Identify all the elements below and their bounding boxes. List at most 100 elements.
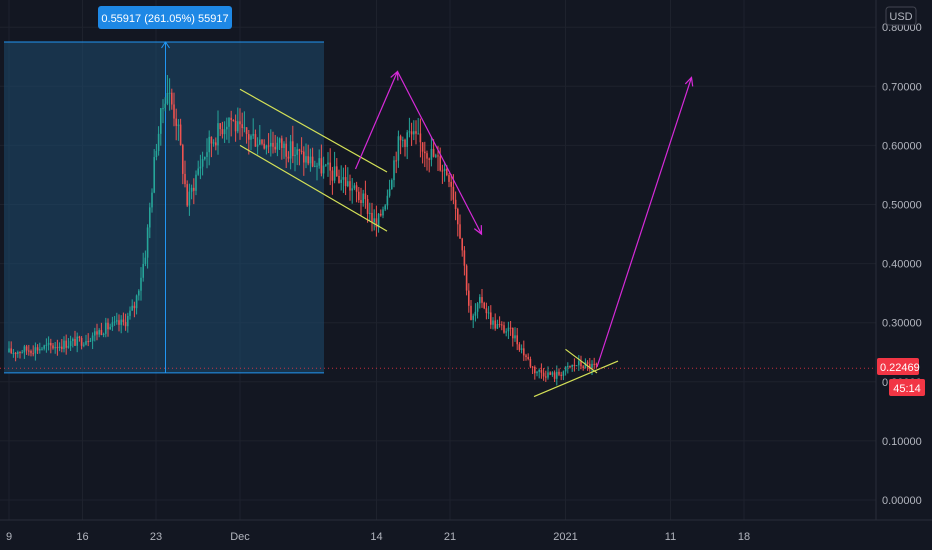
drawing-layer[interactable] xyxy=(239,70,694,398)
triangle-support-line[interactable] xyxy=(533,360,619,398)
candle-body xyxy=(386,195,389,206)
candle-body xyxy=(232,120,235,122)
candle-body xyxy=(142,263,144,278)
candle-body xyxy=(76,336,78,346)
time-tick-label: Dec xyxy=(230,531,250,543)
candle-body xyxy=(569,366,571,368)
measure-tool[interactable] xyxy=(4,41,324,374)
time-tick-label: 11 xyxy=(665,531,676,543)
candle-body xyxy=(272,142,274,147)
channel-upper-line[interactable] xyxy=(239,88,388,173)
candle-body xyxy=(465,265,468,291)
candle-body xyxy=(43,345,45,349)
candle-body xyxy=(102,333,105,335)
price-tick-label: 0.30000 xyxy=(882,318,922,330)
candle-body xyxy=(234,120,237,132)
candle-body xyxy=(74,338,76,346)
candle-body xyxy=(589,363,591,369)
candle-body xyxy=(432,148,435,157)
candle-body xyxy=(452,186,455,200)
candle-body xyxy=(331,170,334,181)
candle-body xyxy=(107,322,109,330)
candle-body xyxy=(270,142,272,147)
candle-body xyxy=(278,138,281,143)
candle-body xyxy=(182,145,184,174)
candle-body xyxy=(12,352,15,354)
candle-body xyxy=(190,187,193,192)
price-tick-label: 0.10000 xyxy=(882,436,922,448)
candlestick-series xyxy=(8,75,598,386)
candle-body xyxy=(285,143,287,157)
candle-body xyxy=(177,124,180,126)
candle-body xyxy=(483,302,485,309)
candle-body xyxy=(41,348,43,350)
last-price-tag: 0.22469 xyxy=(877,358,920,375)
candle-body xyxy=(294,154,296,157)
candle-body xyxy=(542,372,545,377)
candle-body xyxy=(45,344,48,346)
candle-body xyxy=(316,165,318,167)
candle-body xyxy=(421,142,424,152)
candle-body xyxy=(582,366,584,368)
candle-body xyxy=(338,175,340,183)
candle-body xyxy=(265,145,268,149)
candle-body xyxy=(193,187,195,191)
candle-body xyxy=(243,127,246,129)
candle-body xyxy=(281,138,283,148)
candle-body xyxy=(67,345,70,348)
candle-body xyxy=(481,297,483,303)
candle-body xyxy=(322,165,325,174)
projection-arrow-up[interactable] xyxy=(354,71,399,170)
candle-body xyxy=(450,181,452,187)
candle-body xyxy=(175,118,177,126)
measure-area[interactable] xyxy=(4,41,324,373)
candle-body xyxy=(164,103,166,109)
candle-body xyxy=(578,361,580,366)
candle-body xyxy=(333,166,336,181)
candle-body xyxy=(166,93,169,104)
candle-body xyxy=(197,168,199,175)
candle-body xyxy=(531,366,534,368)
time-axis[interactable]: 9 16 23 Dec 14 21 2021 11 18 xyxy=(6,531,750,543)
time-tick-label: 23 xyxy=(150,531,162,543)
candle-body xyxy=(58,346,61,349)
candle-body xyxy=(459,224,461,239)
candle-body xyxy=(441,170,444,172)
candle-body xyxy=(252,134,254,136)
candle-body xyxy=(320,158,323,174)
candle-body xyxy=(138,290,140,296)
candle-body xyxy=(362,193,364,204)
candle-body xyxy=(131,305,133,311)
candle-body xyxy=(402,139,404,141)
projection-arrow-target[interactable] xyxy=(596,77,693,368)
candle-body xyxy=(404,139,406,147)
currency-button-label: USD xyxy=(889,11,912,23)
candle-body xyxy=(479,297,481,304)
candle-body xyxy=(426,153,428,159)
candle-body xyxy=(118,320,120,325)
candle-body xyxy=(54,347,56,349)
projection-arrow-down[interactable] xyxy=(396,71,483,235)
candle-body xyxy=(215,142,217,146)
candle-body xyxy=(151,192,153,208)
channel-lower-line[interactable] xyxy=(239,144,388,232)
projection-arrow-down-head xyxy=(473,225,483,236)
candle-body xyxy=(168,92,171,94)
candle-body xyxy=(186,184,188,206)
candle-body xyxy=(560,374,562,376)
candle-body xyxy=(17,352,19,354)
time-tick-label: 2021 xyxy=(553,531,577,543)
time-tick-label: 14 xyxy=(370,531,382,543)
candle-body xyxy=(47,342,50,345)
candle-body xyxy=(239,121,241,125)
candle-body xyxy=(135,295,138,309)
candle-body xyxy=(514,335,516,339)
candle-body xyxy=(487,312,490,314)
currency-button[interactable]: USD xyxy=(885,6,917,26)
triangle-resistance-line[interactable] xyxy=(565,348,598,374)
candle-body xyxy=(553,372,556,379)
candle-body xyxy=(228,117,230,127)
candle-body xyxy=(8,348,10,353)
candle-body xyxy=(503,325,505,333)
